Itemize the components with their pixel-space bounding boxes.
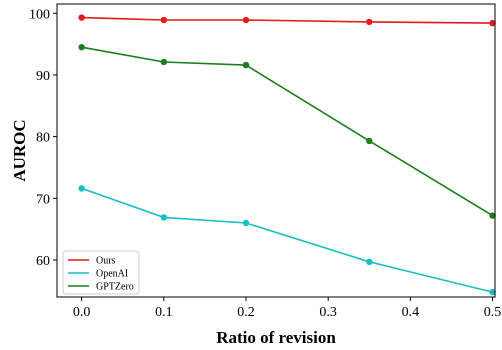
data-point-openai <box>489 288 496 296</box>
y-tick-label: 70 <box>36 192 50 207</box>
data-point-openai <box>366 258 373 266</box>
legend-item-ours: Ours <box>68 256 116 267</box>
x-tick-label: 0.4 <box>402 305 420 320</box>
legend-label: Ours <box>96 256 116 267</box>
data-point-ours <box>160 16 168 24</box>
series-openai <box>78 185 496 296</box>
legend-item-openai: OpenAI <box>68 269 128 280</box>
data-point-openai <box>78 185 85 192</box>
series-gptzero <box>78 43 496 219</box>
data-point-gptzero <box>242 61 250 69</box>
data-point-openai <box>160 214 168 221</box>
x-tick-label: 0.3 <box>319 305 337 320</box>
axis-ticks: 0.0 0.1 0.2 0.3 0.4 0.5 60 70 80 90 100 <box>29 7 501 320</box>
data-point-ours <box>242 16 250 24</box>
legend-label: OpenAI <box>96 269 128 280</box>
y-tick-label: 100 <box>29 7 50 22</box>
series-ours <box>78 14 496 27</box>
series-line-gptzero <box>81 46 493 217</box>
x-tick-label: 0.0 <box>73 305 91 320</box>
y-tick-label: 60 <box>36 254 50 269</box>
plot-frame <box>56 3 496 298</box>
legend-item-gptzero: GPTZero <box>68 282 134 293</box>
x-axis-title: Ratio of revision <box>216 328 336 347</box>
data-point-gptzero <box>78 43 85 51</box>
series-layer <box>78 14 496 296</box>
series-line-ours <box>81 16 493 24</box>
x-tick-label: 0.2 <box>237 305 255 320</box>
x-tick-label: 0.5 <box>484 305 502 320</box>
legend-label: GPTZero <box>96 282 134 293</box>
y-tick-label: 80 <box>36 131 50 146</box>
data-point-ours <box>489 19 496 27</box>
y-axis-title: AUROC <box>10 119 29 181</box>
data-point-gptzero <box>489 212 496 219</box>
data-point-gptzero <box>366 137 373 145</box>
data-point-openai <box>242 219 250 227</box>
legend-box <box>62 250 140 295</box>
series-line-openai <box>81 187 493 293</box>
y-tick-label: 90 <box>36 69 50 84</box>
data-point-ours <box>78 14 85 21</box>
legend: Ours OpenAI GPTZero <box>62 250 140 295</box>
data-point-ours <box>366 18 373 26</box>
x-tick-label: 0.1 <box>155 305 173 320</box>
data-point-gptzero <box>160 58 168 66</box>
